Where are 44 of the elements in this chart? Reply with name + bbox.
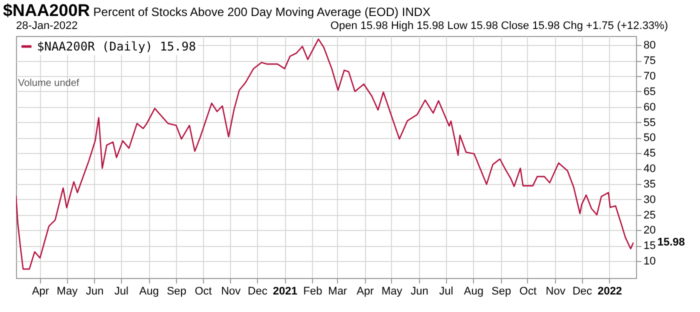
legend-label: $NAA200R (Daily) 15.98	[37, 40, 196, 54]
x-tick-label: Apr	[356, 286, 374, 298]
y-tick-label: 25	[644, 209, 656, 222]
x-tick-label: Jul	[439, 286, 454, 298]
y-tick-label: 55	[644, 116, 656, 129]
y-tick-label: 20	[644, 224, 656, 237]
x-tick-label: Dec	[572, 286, 593, 298]
line-series	[16, 38, 634, 270]
y-tick-label: 40	[644, 163, 656, 176]
y-tick-label: 70	[644, 70, 656, 83]
x-tick-label: Aug	[139, 286, 159, 298]
chart-subtitle: 28-Jan-2022	[16, 20, 78, 32]
x-tick-label: Mar	[328, 286, 348, 298]
y-tick-label: 10	[644, 256, 656, 268]
y-tick-label: 75	[644, 55, 656, 68]
y-tick-label: 50	[644, 132, 656, 144]
x-tick-label: Nov	[221, 286, 242, 298]
y-tick-label: 30	[644, 194, 656, 206]
x-tick-label: Dec	[248, 286, 268, 298]
x-tick-label: 2021	[272, 286, 298, 298]
y-tick-label: 15	[644, 240, 656, 252]
y-tick-label: 45	[644, 148, 656, 160]
x-tick-label: Sep	[166, 286, 186, 298]
x-tick-label: May	[56, 286, 78, 298]
x-tick-label: Oct	[519, 286, 537, 298]
x-tick-label: Feb	[303, 286, 322, 298]
y-tick-label: 65	[644, 86, 656, 98]
x-tick-label: Nov	[546, 286, 566, 298]
x-tick-label: 2022	[598, 286, 622, 298]
x-tick-label: Oct	[194, 286, 212, 298]
x-tick-label: Aug	[464, 286, 484, 298]
annotation: Volume undef	[18, 78, 80, 89]
y-tick-label: 60	[644, 101, 656, 114]
y-tick-label: 35	[644, 178, 656, 190]
x-tick-label: May	[381, 286, 403, 298]
annotation: 15.98	[657, 236, 685, 249]
chart-title: $NAA200R Percent of Stocks Above 200 Day Moving Average (EOD) INDX	[3, 1, 431, 21]
y-tick-label: 80	[644, 40, 656, 52]
text: Open 15.98 High 15.98 Low 15.98 Close 15.98 Chg +1.75 (+12.33%)	[330, 20, 668, 32]
x-tick-label: Sep	[492, 286, 512, 298]
x-tick-label: Jul	[114, 286, 128, 298]
x-tick-label: Jun	[86, 286, 104, 298]
x-tick-label: Apr	[32, 286, 50, 298]
x-tick-label: Jun	[410, 286, 428, 298]
